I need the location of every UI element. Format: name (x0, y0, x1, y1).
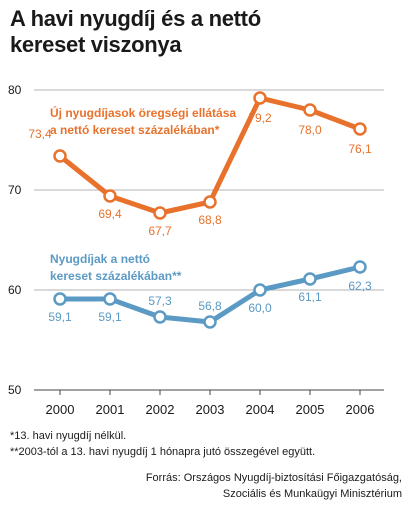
data-point (53, 292, 67, 306)
data-label: 73,4 (28, 127, 52, 141)
data-label: 56,8 (198, 299, 222, 313)
data-label: 76,1 (348, 142, 372, 156)
chart-title-line-2: kereset viszonya (10, 32, 182, 57)
y-tick-label: 60 (8, 283, 22, 297)
data-point (203, 195, 217, 209)
data-point (353, 260, 367, 274)
series-label-1: a nettó kereset százalékában* (50, 123, 220, 137)
series-label-2: kereset százalékában** (50, 269, 182, 283)
data-label: 69,4 (98, 207, 122, 221)
data-label: 79,2 (248, 111, 272, 125)
x-axis-ticks: 2000 2001 2002 2003 2004 2005 2006 (46, 390, 375, 417)
data-point (253, 283, 267, 297)
x-tick-label: 2004 (246, 402, 275, 417)
x-tick-label: 2006 (346, 402, 375, 417)
chart-title: A havi nyugdíj és a nettó kereset viszon… (10, 6, 400, 58)
data-point (203, 315, 217, 329)
source-note: Forrás: Országos Nyugdíj-biztosítási Fői… (0, 470, 402, 502)
x-tick-label: 2002 (146, 402, 175, 417)
data-point (303, 103, 317, 117)
footnotes: *13. havi nyugdíj nélkül. **2003-tól a 1… (10, 428, 406, 460)
y-gridlines (34, 89, 384, 391)
y-tick-label: 80 (8, 83, 22, 97)
data-point (253, 91, 267, 105)
data-label: 61,1 (298, 290, 322, 304)
data-point (103, 189, 117, 203)
source-line-1: Forrás: Országos Nyugdíj-biztosítási Fői… (145, 472, 402, 484)
data-label: 67,7 (148, 224, 172, 238)
data-point (153, 206, 167, 220)
data-point (303, 272, 317, 286)
data-label: 59,1 (48, 310, 72, 324)
line-chart: 50 60 70 80 2000 2001 2002 2003 2004 2005 2006 73… (8, 83, 384, 417)
series-label-2: Nyugdíjak a nettó (50, 252, 150, 266)
x-tick-label: 2000 (46, 402, 75, 417)
data-label: 60,0 (248, 301, 272, 315)
y-axis-ticks: 50 60 70 80 (8, 83, 22, 397)
data-label: 62,3 (348, 279, 372, 293)
x-tick-label: 2001 (96, 402, 125, 417)
data-label: 78,0 (298, 123, 322, 137)
data-point (103, 292, 117, 306)
source-line-2: Szociális és Munkaügyi Minisztérium (222, 488, 402, 500)
footnote-1: *13. havi nyugdíj nélkül. (10, 430, 127, 442)
footnote-2: **2003-tól a 13. havi nyugdíj 1 hónapra … (10, 446, 316, 458)
data-points (53, 91, 367, 329)
data-point (353, 122, 367, 136)
y-tick-label: 70 (8, 183, 22, 197)
chart-title-line-1: A havi nyugdíj és a nettó (10, 6, 261, 31)
data-label: 57,3 (148, 294, 172, 308)
series-label-1: Új nyugdíjasok öregségi ellátása (50, 105, 236, 120)
data-label: 59,1 (98, 310, 122, 324)
legend-labels: Új nyugdíjasok öregségi ellátása a nettó … (50, 105, 236, 283)
x-tick-label: 2003 (196, 402, 225, 417)
data-labels: 73,4 69,4 67,7 68,8 79,2 78,0 76,1 59,1 59,1 57,3… (28, 111, 372, 324)
data-point (153, 310, 167, 324)
x-tick-label: 2005 (296, 402, 325, 417)
y-tick-label: 50 (8, 383, 22, 397)
data-point (53, 149, 67, 163)
data-label: 68,8 (198, 213, 222, 227)
